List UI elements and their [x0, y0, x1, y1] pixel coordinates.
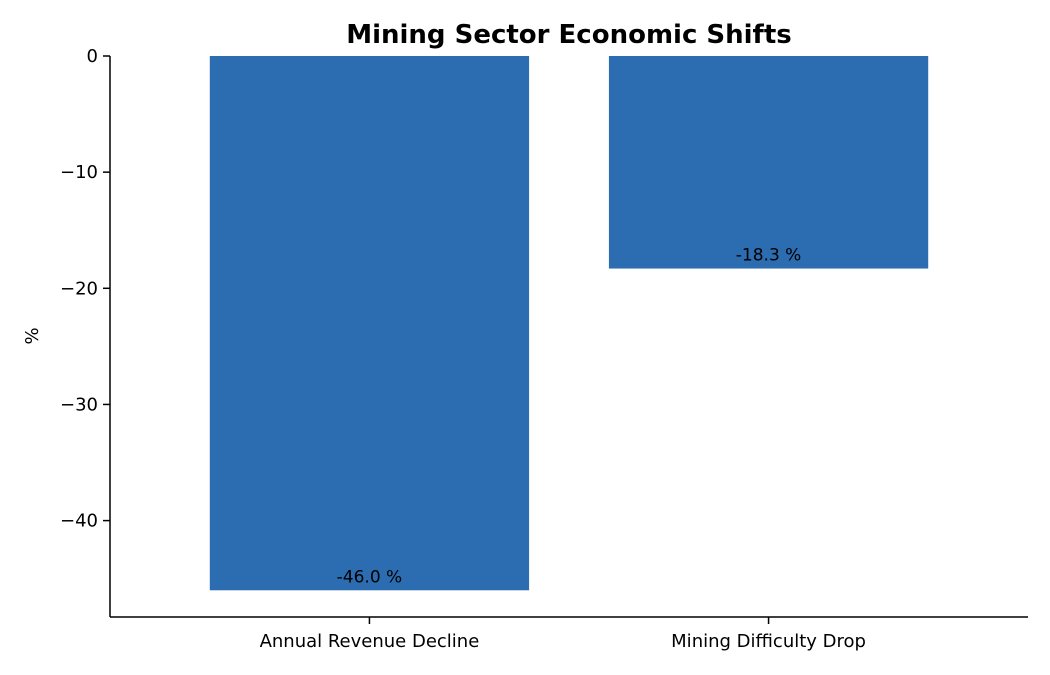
y-tick-label-0: 0: [87, 46, 98, 67]
chart-title: Mining Sector Economic Shifts: [346, 20, 792, 50]
x-axis-ticks: Annual Revenue Decline Mining Difficulty …: [260, 617, 866, 652]
y-tick-label-3: −30: [60, 394, 98, 415]
y-tick-label-1: −10: [60, 162, 98, 183]
data-label-0: -46.0 %: [337, 567, 403, 587]
y-tick-label-4: −40: [60, 511, 98, 532]
x-tick-label-0: Annual Revenue Decline: [260, 631, 480, 652]
bars-group: [209, 56, 929, 591]
y-tick-label-2: −20: [60, 278, 98, 299]
bar-0: [209, 56, 530, 591]
y-axis-label: %: [22, 327, 43, 344]
x-tick-label-1: Mining Difficulty Drop: [671, 631, 866, 652]
data-labels-group: -46.0 % -18.3 %: [337, 246, 802, 588]
y-axis-ticks: 0 −10 −20 −30 −40: [60, 46, 110, 532]
data-label-1: -18.3 %: [736, 246, 802, 266]
bar-1: [608, 56, 929, 269]
